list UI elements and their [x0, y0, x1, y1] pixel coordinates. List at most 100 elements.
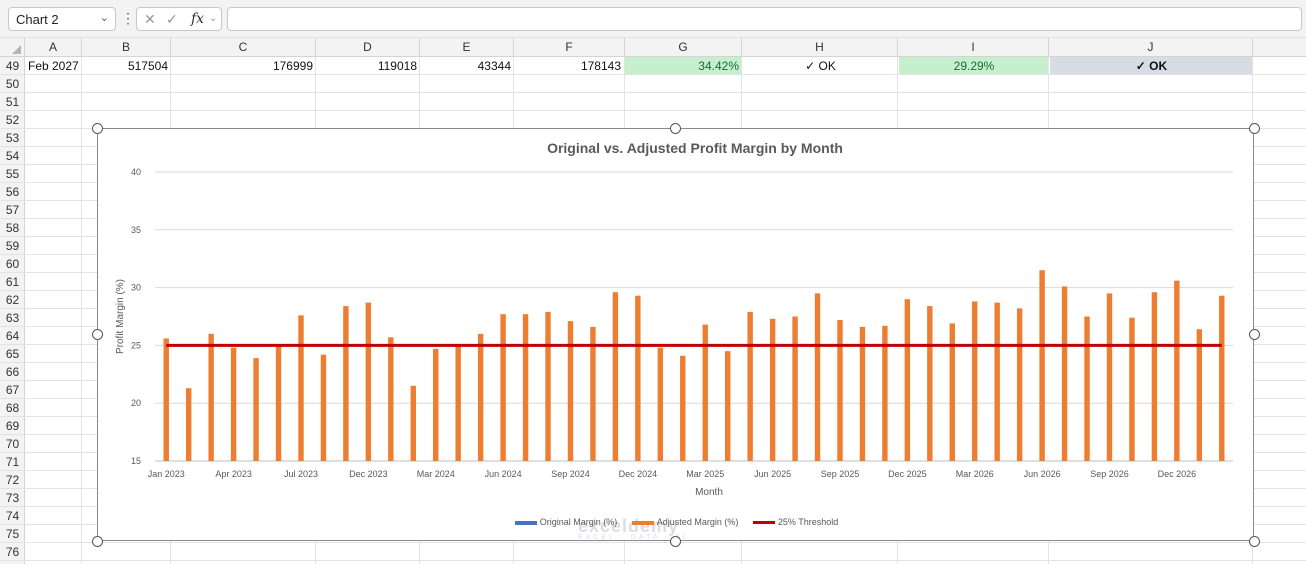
grid-line — [25, 560, 1306, 561]
row-header-53[interactable]: 53 — [0, 129, 25, 147]
resize-handle[interactable] — [670, 122, 681, 134]
row-header-50[interactable]: 50 — [0, 75, 25, 93]
bar — [657, 347, 664, 461]
cancel-icon[interactable]: ✕ — [144, 11, 156, 27]
column-header-B[interactable]: B — [82, 38, 171, 57]
row-header-75[interactable]: 75 — [0, 525, 25, 543]
resize-handle[interactable] — [1248, 535, 1260, 547]
bar — [230, 347, 237, 461]
row-header-74[interactable]: 74 — [0, 507, 25, 525]
row-headers: 49 50 51 52 53 54 55 56 57 58 59 60 61 62 63 64 65 66 67 68… — [0, 57, 25, 564]
name-box[interactable]: Chart 2 ⌄ — [8, 7, 116, 31]
row-header-61[interactable]: 61 — [0, 273, 25, 291]
bar — [455, 346, 461, 461]
row-header-49[interactable]: 49 — [0, 57, 25, 75]
row-header-55[interactable]: 55 — [0, 165, 25, 183]
chart-legend[interactable]: Original Margin (%) Adjusted Margin (%) … — [98, 517, 1255, 527]
column-header-G[interactable]: G — [625, 38, 742, 57]
enter-icon[interactable]: ✓ — [166, 11, 178, 27]
cell-J49[interactable]: ✓ OK — [1050, 57, 1253, 75]
resize-handle[interactable] — [91, 535, 103, 547]
bar — [567, 321, 574, 461]
resize-handle[interactable] — [91, 122, 103, 134]
bar — [702, 324, 708, 461]
y-tick-label: 15 — [131, 456, 141, 466]
row-header-66[interactable]: 66 — [0, 363, 25, 381]
x-tick-label: Apr 2023 — [215, 469, 252, 479]
column-header-I[interactable]: I — [898, 38, 1049, 57]
column-header-C[interactable]: C — [171, 38, 316, 57]
row-header-59[interactable]: 59 — [0, 237, 25, 255]
chevron-down-icon[interactable]: ⌄ — [99, 12, 109, 24]
more-options-icon[interactable]: ⋮ — [121, 10, 135, 26]
bar — [410, 385, 416, 461]
row-header-57[interactable]: 57 — [0, 201, 25, 219]
insert-function-icon[interactable]: fx — [191, 11, 205, 27]
bar — [208, 333, 214, 461]
row-header-62[interactable]: 62 — [0, 291, 25, 309]
cell-H49[interactable]: ✓ OK — [805, 59, 836, 73]
cell-A49[interactable]: Feb 2027 — [28, 59, 79, 73]
row-header-70[interactable]: 70 — [0, 435, 25, 453]
row-header-52[interactable]: 52 — [0, 111, 25, 129]
legend-threshold: 25% Threshold — [752, 517, 839, 527]
bar — [635, 295, 641, 461]
bar — [298, 315, 304, 461]
cell-B49[interactable]: 517504 — [127, 59, 168, 73]
x-tick-label: Dec 2023 — [349, 469, 388, 479]
row-header-60[interactable]: 60 — [0, 255, 25, 273]
bar-chart: Original vs. Adjusted Profit Margin by M… — [115, 140, 1233, 498]
column-header-E[interactable]: E — [420, 38, 514, 57]
resize-handle[interactable] — [1248, 122, 1260, 134]
cell-C49[interactable]: 176999 — [272, 59, 313, 73]
column-header-A[interactable]: A — [25, 38, 82, 57]
legend-swatch-adjusted — [631, 520, 654, 525]
resize-handle[interactable] — [670, 535, 681, 547]
row-header-58[interactable]: 58 — [0, 219, 25, 237]
bar — [680, 355, 686, 461]
row-header-73[interactable]: 73 — [0, 489, 25, 507]
grid-line — [25, 110, 1306, 111]
row-header-72[interactable]: 72 — [0, 471, 25, 489]
chevron-down-icon[interactable]: ⌄ — [209, 13, 218, 24]
column-header-J[interactable]: J — [1049, 38, 1253, 57]
row-header-68[interactable]: 68 — [0, 399, 25, 417]
column-header-D[interactable]: D — [316, 38, 420, 57]
row-header-65[interactable]: 65 — [0, 345, 25, 363]
y-tick-label: 25 — [131, 340, 141, 350]
resize-handle[interactable] — [1248, 329, 1260, 340]
bar — [320, 354, 327, 461]
x-tick-label: Jul 2023 — [284, 469, 318, 479]
bar — [185, 388, 192, 461]
bar — [1061, 286, 1068, 461]
row-header-71[interactable]: 71 — [0, 453, 25, 471]
row-header-54[interactable]: 54 — [0, 147, 25, 165]
x-tick-label: Dec 2024 — [619, 469, 658, 479]
cell-I49[interactable]: 29.29% — [899, 57, 1049, 75]
bar — [1084, 316, 1090, 461]
y-tick-label: 40 — [131, 167, 141, 177]
row-header-67[interactable]: 67 — [0, 381, 25, 399]
cell-G49[interactable]: 34.42% — [625, 57, 742, 75]
row-header-51[interactable]: 51 — [0, 93, 25, 111]
row-header-63[interactable]: 63 — [0, 309, 25, 327]
formula-input[interactable] — [227, 7, 1302, 31]
row-header-69[interactable]: 69 — [0, 417, 25, 435]
row-header-56[interactable]: 56 — [0, 183, 25, 201]
formula-bar: Chart 2 ⌄ ⋮ ✕ ✓ fx ⌄ — [0, 0, 1306, 38]
select-all-button[interactable] — [0, 38, 25, 57]
cell-E49[interactable]: 43344 — [477, 59, 511, 73]
bar — [994, 302, 1000, 461]
cell-D49[interactable]: 119018 — [377, 59, 417, 73]
row-header-64[interactable]: 64 — [0, 327, 25, 345]
resize-handle[interactable] — [91, 329, 103, 340]
cell-F49[interactable]: 178143 — [580, 59, 621, 73]
bar — [477, 333, 484, 461]
legend-label-threshold: 25% Threshold — [777, 517, 839, 527]
column-header-H[interactable]: H — [742, 38, 898, 57]
x-tick-label: Mar 2024 — [417, 469, 455, 479]
column-header-F[interactable]: F — [514, 38, 625, 57]
row-header-76[interactable]: 76 — [0, 543, 25, 561]
bar — [972, 301, 978, 461]
chart-object[interactable]: Original vs. Adjusted Profit Margin by M… — [97, 128, 1254, 541]
